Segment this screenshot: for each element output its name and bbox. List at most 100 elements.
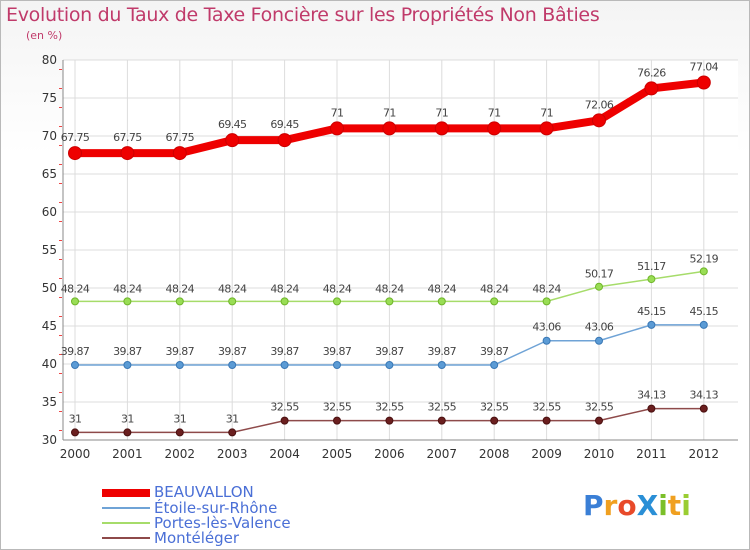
- data-label-1-9: 43.06: [532, 321, 561, 334]
- data-label-1-4: 39.87: [270, 345, 299, 358]
- data-label-0-4: 69.45: [270, 118, 299, 131]
- y-axis-unit-label: (en %): [26, 29, 63, 42]
- data-point-2-12: [699, 267, 708, 276]
- legend-label-0: BEAUVALLON: [154, 483, 254, 501]
- x-tick-label-4: 2004: [269, 447, 300, 461]
- data-label-0-10: 72.06: [585, 98, 614, 111]
- data-label-3-3: 31: [226, 412, 239, 425]
- x-tick-label-11: 2011: [636, 447, 667, 461]
- data-point-3-0: [71, 428, 79, 437]
- data-point-2-7: [437, 297, 446, 306]
- data-label-3-7: 32.55: [428, 401, 457, 414]
- data-point-0-7: [434, 121, 449, 136]
- data-label-1-6: 39.87: [375, 345, 404, 358]
- data-point-3-11: [647, 404, 656, 413]
- x-tick-label-8: 2008: [479, 447, 510, 461]
- data-label-0-9: 71: [540, 106, 553, 119]
- y-tick-label-5: 55: [42, 243, 57, 257]
- data-point-2-10: [595, 282, 603, 291]
- data-label-2-0: 48.24: [61, 282, 90, 295]
- data-point-3-7: [437, 416, 446, 425]
- data-label-3-0: 31: [69, 412, 82, 425]
- legend-label-1: Étoile-sur-Rhône: [154, 499, 278, 517]
- data-point-1-2: [175, 360, 184, 369]
- data-label-0-0: 67.75: [61, 131, 90, 144]
- data-label-3-4: 32.55: [270, 401, 299, 414]
- data-point-3-5: [333, 416, 341, 425]
- x-tick-label-5: 2005: [322, 447, 353, 461]
- data-label-1-11: 45.15: [637, 305, 666, 318]
- data-label-2-11: 51.17: [637, 260, 666, 273]
- logo-letter-1: r: [603, 489, 618, 522]
- x-tick-label-3: 2003: [217, 447, 248, 461]
- x-tick-label-10: 2010: [584, 447, 615, 461]
- data-point-1-10: [595, 336, 603, 345]
- data-point-1-11: [647, 320, 656, 329]
- data-label-2-3: 48.24: [218, 282, 247, 295]
- data-label-2-9: 48.24: [532, 282, 561, 295]
- data-point-3-6: [385, 416, 394, 425]
- data-label-3-8: 32.55: [480, 401, 509, 414]
- data-point-0-0: [68, 146, 82, 161]
- data-point-3-3: [228, 428, 237, 437]
- data-label-1-1: 39.87: [113, 345, 142, 358]
- logo-letter-6: i: [681, 489, 691, 522]
- x-tick-label-6: 2006: [374, 447, 405, 461]
- data-label-2-8: 48.24: [480, 282, 509, 295]
- data-label-2-12: 52.19: [690, 252, 719, 265]
- data-label-1-2: 39.87: [166, 345, 195, 358]
- y-tick-label-6: 60: [42, 205, 57, 219]
- data-label-2-5: 48.24: [323, 282, 352, 295]
- data-label-3-5: 32.55: [323, 401, 352, 414]
- data-label-2-10: 50.17: [585, 268, 614, 281]
- data-point-2-9: [542, 297, 551, 306]
- data-label-0-8: 71: [488, 106, 501, 119]
- y-tick-label-8: 70: [42, 129, 57, 143]
- data-label-2-2: 48.24: [166, 282, 195, 295]
- data-point-1-9: [542, 336, 551, 345]
- data-point-1-12: [699, 320, 708, 329]
- data-label-2-6: 48.24: [375, 282, 404, 295]
- data-label-3-1: 31: [121, 412, 134, 425]
- logo-letter-0: P: [583, 489, 604, 522]
- data-point-0-11: [644, 81, 659, 96]
- proxiti-logo: ProXiti: [583, 489, 691, 522]
- y-tick-label-7: 65: [42, 167, 57, 181]
- y-tick-label-4: 50: [42, 281, 57, 295]
- data-point-2-8: [490, 297, 499, 306]
- data-point-1-5: [333, 360, 341, 369]
- data-point-0-12: [696, 75, 711, 90]
- data-point-2-0: [71, 297, 79, 306]
- data-label-1-10: 43.06: [585, 321, 614, 334]
- data-label-3-2: 31: [173, 412, 186, 425]
- data-label-0-6: 71: [383, 106, 396, 119]
- data-point-1-0: [71, 360, 79, 369]
- data-point-3-1: [123, 428, 132, 437]
- data-label-2-4: 48.24: [270, 282, 299, 295]
- data-label-1-8: 39.87: [480, 345, 509, 358]
- data-label-2-7: 48.24: [428, 282, 457, 295]
- data-label-1-7: 39.87: [428, 345, 457, 358]
- logo-letter-5: t: [667, 489, 682, 522]
- data-label-1-3: 39.87: [218, 345, 247, 358]
- y-tick-label-0: 30: [42, 433, 57, 447]
- chart-title: Evolution du Taux de Taxe Foncière sur l…: [6, 4, 600, 26]
- y-tick-label-2: 40: [42, 357, 57, 371]
- x-tick-label-2: 2002: [165, 447, 196, 461]
- data-point-3-2: [175, 428, 184, 437]
- data-point-3-10: [595, 416, 603, 425]
- data-point-1-6: [385, 360, 394, 369]
- data-point-3-8: [490, 416, 499, 425]
- data-label-0-1: 67.75: [113, 131, 142, 144]
- data-label-3-12: 34.13: [690, 389, 719, 402]
- data-label-0-11: 76.26: [637, 66, 666, 79]
- data-point-0-9: [539, 121, 554, 136]
- x-tick-label-12: 2012: [689, 447, 720, 461]
- data-point-1-7: [437, 360, 446, 369]
- x-tick-label-7: 2007: [427, 447, 458, 461]
- data-point-2-11: [647, 275, 656, 284]
- x-tick-label-1: 2001: [112, 447, 143, 461]
- data-point-2-3: [228, 297, 237, 306]
- data-point-3-9: [542, 416, 551, 425]
